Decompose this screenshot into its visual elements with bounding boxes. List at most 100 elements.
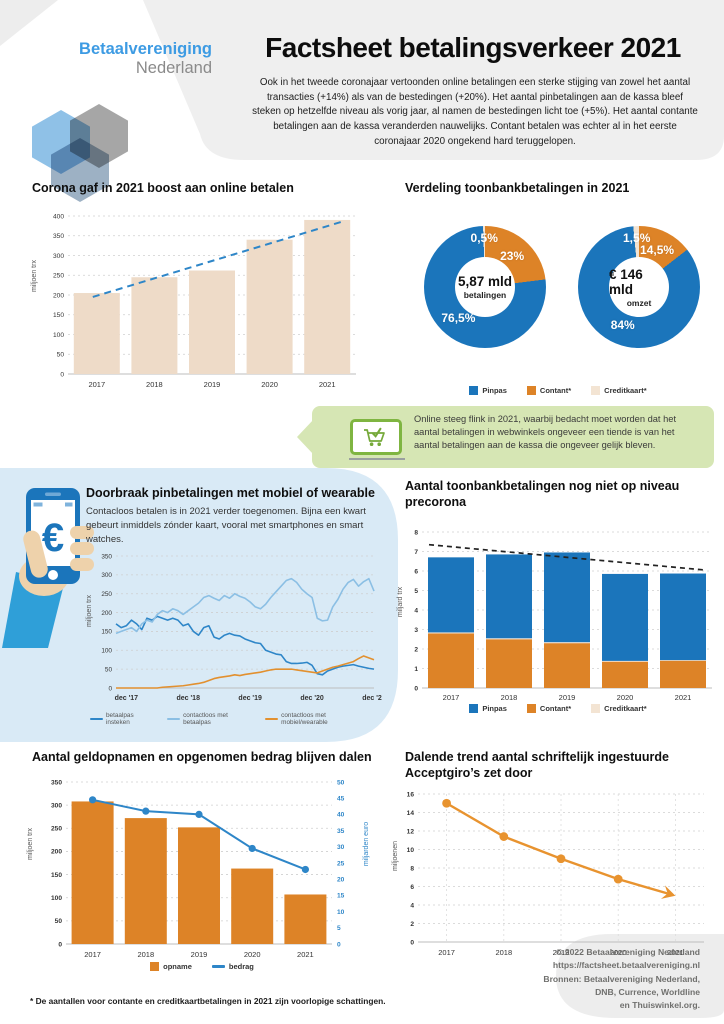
svg-text:7: 7 bbox=[414, 549, 418, 556]
svg-text:2018: 2018 bbox=[501, 693, 518, 702]
legend-item: Creditkaart* bbox=[591, 704, 647, 713]
svg-text:1: 1 bbox=[414, 666, 418, 673]
svg-text:2021: 2021 bbox=[297, 950, 314, 959]
contactloos-legend: betaalpas insteken contactloos met betaal… bbox=[86, 712, 378, 726]
svg-text:350: 350 bbox=[101, 553, 112, 560]
svg-text:2017: 2017 bbox=[443, 693, 460, 702]
toonbank-legend: Pinpas Contant* Creditkaart* bbox=[400, 704, 716, 713]
donut-betalingen-center: 5,87 mld betalingen bbox=[455, 257, 515, 317]
svg-text:2020: 2020 bbox=[244, 950, 261, 959]
svg-text:0: 0 bbox=[108, 685, 112, 692]
online-chart: 0 50 100 150 200 250 300 350 400 2017 2018 2019 2020… bbox=[24, 204, 368, 401]
legend-square-swatch bbox=[150, 962, 160, 971]
legend-square-swatch bbox=[526, 704, 536, 713]
svg-text:dec '21: dec '21 bbox=[362, 695, 382, 702]
svg-text:miljoen trx: miljoen trx bbox=[31, 260, 38, 292]
svg-text:150: 150 bbox=[51, 872, 62, 879]
svg-text:8: 8 bbox=[410, 865, 414, 872]
acceptgiro-chart: 0 2 4 6 8 10 12 14 16 2017 2018 2019 2020 2021 miljoen… bbox=[388, 786, 722, 969]
logo: Betaalvereniging Nederland bbox=[30, 40, 212, 202]
svg-text:15: 15 bbox=[337, 893, 345, 900]
svg-text:150: 150 bbox=[101, 629, 112, 636]
legend-item: Pinpas bbox=[469, 704, 507, 713]
legend-item: contactloos met betaalpas bbox=[167, 712, 257, 726]
svg-text:25: 25 bbox=[337, 860, 345, 867]
svg-text:2018: 2018 bbox=[495, 948, 512, 957]
donut-betalingen: 5,87 mld betalingen 23% 76,5% 0,5% bbox=[424, 226, 546, 348]
svg-text:2021: 2021 bbox=[675, 693, 692, 702]
svg-text:250: 250 bbox=[101, 591, 112, 598]
legend-square-swatch bbox=[526, 386, 536, 395]
svg-text:0: 0 bbox=[410, 939, 414, 946]
svg-text:2020: 2020 bbox=[610, 948, 627, 957]
svg-text:3: 3 bbox=[414, 627, 418, 634]
section-title-online: Corona gaf in 2021 boost aan online beta… bbox=[32, 181, 294, 195]
section-title-toonbank: Aantal toonbankbetalingen nog niet op ni… bbox=[405, 479, 680, 509]
legend-item: betaalpas insteken bbox=[90, 712, 159, 726]
svg-text:2017: 2017 bbox=[84, 950, 101, 959]
svg-text:10: 10 bbox=[337, 909, 345, 916]
verdeling-legend: Pinpas Contant* Creditkaart* bbox=[400, 386, 716, 395]
svg-text:350: 350 bbox=[53, 233, 64, 240]
hand-holding-phone-illustration: € bbox=[2, 488, 94, 648]
svg-text:2020: 2020 bbox=[261, 380, 278, 389]
svg-text:0: 0 bbox=[414, 685, 418, 692]
svg-text:2020: 2020 bbox=[617, 693, 634, 702]
svg-text:4: 4 bbox=[410, 902, 414, 909]
logo-text: Betaalvereniging Nederland bbox=[30, 40, 212, 78]
svg-text:miljarden euro: miljarden euro bbox=[363, 822, 370, 866]
svg-text:10: 10 bbox=[407, 847, 415, 854]
legend-item: Contant* bbox=[526, 386, 571, 395]
svg-text:5: 5 bbox=[414, 588, 418, 595]
legend-square-swatch bbox=[469, 704, 479, 713]
legend-item: Contant* bbox=[526, 704, 571, 713]
svg-text:5: 5 bbox=[337, 925, 341, 932]
svg-text:miljoen trx: miljoen trx bbox=[27, 828, 34, 860]
section-title-mobiel: Doorbraak pinbetalingen met mobiel of we… bbox=[86, 486, 375, 500]
svg-text:2018: 2018 bbox=[146, 380, 163, 389]
geldopnamen-chart: 0 50 100 150 200 250 300 350 0 5 10 15 20 25 30 35 40 45 5… bbox=[22, 774, 374, 971]
legend-item: Creditkaart* bbox=[591, 386, 647, 395]
svg-text:250: 250 bbox=[51, 826, 62, 833]
donut-center-value: 5,87 mld bbox=[457, 274, 513, 289]
svg-text:350: 350 bbox=[51, 779, 62, 786]
svg-text:miljard trx: miljard trx bbox=[397, 586, 404, 617]
svg-text:300: 300 bbox=[53, 253, 64, 260]
svg-text:14: 14 bbox=[407, 810, 415, 817]
toonbank-chart: 0 1 2 3 4 5 6 7 8 2017 2018 2019 2020 2021 miljard trx bbox=[394, 520, 724, 711]
svg-text:50: 50 bbox=[337, 779, 345, 786]
legend-item: opname bbox=[150, 962, 192, 971]
svg-text:2019: 2019 bbox=[191, 950, 208, 959]
svg-text:2: 2 bbox=[414, 646, 418, 653]
section-title-verdeling: Verdeling toonbankbetalingen in 2021 bbox=[405, 181, 630, 195]
svg-text:6: 6 bbox=[410, 884, 414, 891]
donut-omzet-center: € 146 mld omzet bbox=[609, 257, 669, 317]
contactloos-chart: 0 50 100 150 200 250 300 350 dec '17 dec '18 dec '… bbox=[82, 550, 386, 717]
svg-text:50: 50 bbox=[105, 666, 113, 673]
donut-omzet: € 146 mld omzet 14,5% 84% 1,5% bbox=[578, 226, 700, 348]
legend-line-swatch bbox=[211, 965, 225, 968]
svg-text:2019: 2019 bbox=[553, 948, 570, 957]
intro-text: Ook in het tweede coronajaar vertoonden … bbox=[252, 77, 698, 147]
svg-text:dec '18: dec '18 bbox=[177, 695, 201, 702]
svg-text:200: 200 bbox=[51, 849, 62, 856]
svg-text:300: 300 bbox=[51, 802, 62, 809]
svg-text:miljoenen: miljoenen bbox=[392, 841, 399, 871]
svg-text:35: 35 bbox=[337, 828, 345, 835]
legend-square-swatch bbox=[591, 386, 601, 395]
svg-text:50: 50 bbox=[55, 918, 63, 925]
svg-text:100: 100 bbox=[51, 895, 62, 902]
legend-line-swatch bbox=[167, 717, 181, 721]
donut-slice-label: 84% bbox=[610, 317, 635, 332]
callout: Online steeg flink in 2021, waarbij beda… bbox=[297, 406, 714, 468]
svg-text:40: 40 bbox=[337, 812, 345, 819]
legend-square-swatch bbox=[469, 386, 479, 395]
svg-text:150: 150 bbox=[53, 312, 64, 319]
donut-slice-label: 1,5% bbox=[623, 231, 651, 246]
svg-text:0: 0 bbox=[337, 941, 341, 948]
svg-text:dec '17: dec '17 bbox=[115, 695, 139, 702]
mobiel-body-text: Contacloos betalen is in 2021 verder toe… bbox=[86, 506, 366, 545]
svg-text:2017: 2017 bbox=[88, 380, 105, 389]
svg-text:0: 0 bbox=[60, 371, 64, 378]
